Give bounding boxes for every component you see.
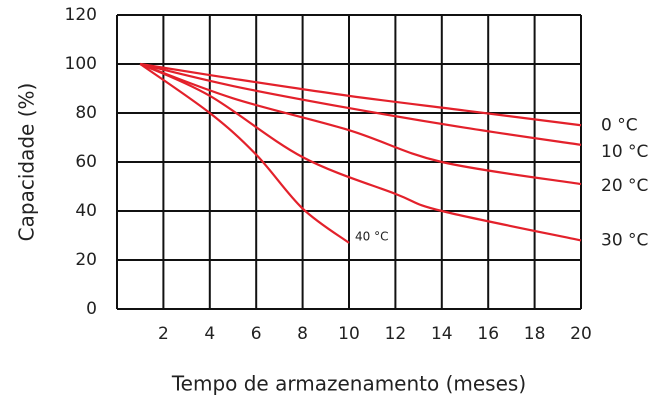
y-axis-label: Capacidade (%) xyxy=(15,83,39,242)
x-tick-label: 14 xyxy=(431,324,453,344)
y-tick-label: 120 xyxy=(65,5,97,25)
y-tick-label: 40 xyxy=(75,201,97,221)
x-tick-label: 8 xyxy=(297,324,308,344)
y-tick-label: 80 xyxy=(75,103,97,123)
line xyxy=(139,63,350,244)
line xyxy=(140,62,582,127)
x-tick-label: 10 xyxy=(338,324,360,344)
x-tick-label: 2 xyxy=(158,324,169,344)
y-tick-label: 60 xyxy=(75,152,97,172)
line xyxy=(139,62,582,186)
series-label: 40 °C xyxy=(355,229,388,243)
y-tick-label: 100 xyxy=(65,54,97,74)
x-tick-label: 20 xyxy=(570,324,592,344)
y-tick-label: 0 xyxy=(86,299,97,319)
y-tick-label: 20 xyxy=(75,250,97,270)
series-label: 20 °C xyxy=(601,176,648,196)
x-tick-label: 12 xyxy=(385,324,407,344)
x-tick-label: 16 xyxy=(477,324,499,344)
series-label: 30 °C xyxy=(601,230,648,250)
series-label: 10 °C xyxy=(601,142,648,162)
line xyxy=(139,62,582,242)
x-tick-label: 4 xyxy=(204,324,215,344)
line xyxy=(139,62,582,146)
x-axis-label: Tempo de armazenamento (meses) xyxy=(171,372,526,396)
series-label: 0 °C xyxy=(601,115,638,135)
x-tick-label: 18 xyxy=(524,324,546,344)
x-tick-label: 6 xyxy=(251,324,262,344)
